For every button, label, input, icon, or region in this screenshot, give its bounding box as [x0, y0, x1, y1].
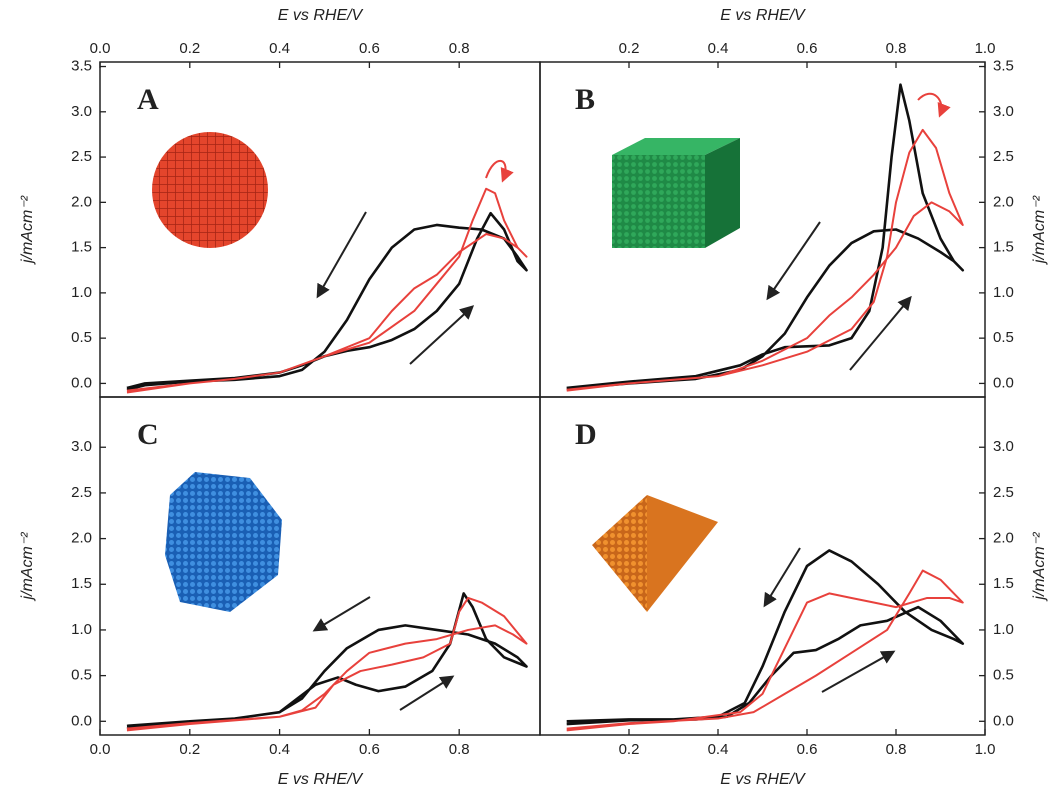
y-tick-label: 0.0	[71, 374, 92, 391]
x-tick-label: 0.4	[708, 741, 729, 758]
y-tick-label: 2.5	[71, 148, 92, 165]
x-tick-label: 0.4	[269, 40, 290, 57]
cv-curve	[126, 596, 528, 732]
x-axis-label: E vs RHE/V	[278, 7, 364, 24]
x-tick-label: 0.4	[708, 40, 729, 57]
x-tick-label: 0.2	[179, 40, 200, 57]
y-tick-label: 1.0	[71, 621, 92, 638]
y-axis-label: j/mAcm⁻²	[1031, 532, 1048, 602]
sphere-particle	[152, 132, 268, 248]
x-axis-label: E vs RHE/V	[278, 771, 364, 788]
y-tick-label: 1.0	[993, 621, 1014, 638]
y-tick-label: 0.5	[71, 667, 92, 684]
y-tick-label: 0.5	[993, 667, 1014, 684]
y-tick-label: 2.0	[993, 530, 1014, 547]
y-tick-label: 2.0	[993, 193, 1014, 210]
x-tick-label: 0.2	[179, 741, 200, 758]
panel-label: C	[137, 418, 159, 451]
y-tick-label: 2.0	[71, 193, 92, 210]
cv-curve	[566, 128, 964, 392]
x-tick-label: 0.8	[886, 40, 907, 57]
y-axis-label: j/mAcm⁻²	[19, 195, 36, 265]
y-tick-label: 2.5	[993, 148, 1014, 165]
panel: 0.0 0.5 1.0 1.5 2.0 2.5 3.0 3.5 0.2 0.4 0.6 0.8 1.0 B…	[539, 7, 1048, 398]
cv-curve	[566, 83, 965, 391]
cv-curve	[566, 549, 965, 726]
cube-particle	[612, 138, 740, 248]
y-axis-label: j/mAcm⁻²	[1031, 195, 1048, 265]
x-tick-label: 0.4	[269, 741, 290, 758]
y-tick-label: 3.0	[993, 438, 1014, 455]
panel-label: A	[137, 83, 159, 116]
panel: 0.00.51.01.52.02.53.03.50.0 0.2 0.4 0.6 0.8A…	[19, 7, 541, 398]
y-tick-label: 1.0	[993, 284, 1014, 301]
x-tick-label: 1.0	[975, 741, 996, 758]
x-tick-label: 0.6	[359, 741, 380, 758]
y-tick-label: 0.0	[993, 712, 1014, 729]
y-tick-label: 2.5	[71, 484, 92, 501]
x-tick-label: 0.2	[619, 40, 640, 57]
panel-label: B	[575, 83, 595, 116]
x-tick-label: 0.6	[797, 741, 818, 758]
panel: 0.0 0.5 1.0 1.5 2.0 2.5 3.0 0.2 0.4 0.6 0.8 1.0 D E v…	[539, 396, 1048, 788]
x-tick-label: 0.2	[619, 741, 640, 758]
panel-frame	[539, 61, 986, 398]
x-tick-label: 0.8	[449, 40, 470, 57]
y-tick-label: 3.5	[71, 57, 92, 74]
nanoparticles	[152, 132, 740, 612]
x-tick-label: 0.0	[90, 40, 111, 57]
x-tick-label: 0.6	[797, 40, 818, 57]
y-tick-label: 3.0	[993, 103, 1014, 120]
x-tick-label: 0.8	[886, 741, 907, 758]
y-tick-label: 1.5	[71, 575, 92, 592]
y-tick-label: 0.0	[993, 374, 1014, 391]
x-axis-label: E vs RHE/V	[720, 7, 806, 24]
cv-curve	[126, 592, 528, 730]
y-tick-label: 0.5	[71, 329, 92, 346]
y-tick-label: 2.0	[71, 530, 92, 547]
y-tick-label: 1.5	[71, 239, 92, 256]
scan-arrows	[312, 92, 951, 711]
y-tick-label: 1.5	[993, 239, 1014, 256]
x-axis-label: E vs RHE/V	[720, 771, 806, 788]
y-tick-label: 1.5	[993, 575, 1014, 592]
y-tick-label: 3.5	[993, 57, 1014, 74]
x-tick-label: 0.8	[449, 741, 470, 758]
y-tick-label: 3.0	[71, 438, 92, 455]
cv-curve	[126, 187, 528, 394]
cv-curve	[566, 569, 964, 732]
y-tick-label: 2.5	[993, 484, 1014, 501]
truncated-octahedron-particle	[165, 472, 282, 612]
x-tick-label: 1.0	[975, 40, 996, 57]
panel: 0.0 0.5 1.0 1.5 2.0 2.5 3.0 0.0 0.2 0.4 0.6 0.8 C E v…	[19, 396, 541, 788]
x-tick-label: 0.0	[90, 741, 111, 758]
y-tick-label: 0.0	[71, 712, 92, 729]
y-tick-label: 0.5	[993, 329, 1014, 346]
y-axis-label: j/mAcm⁻²	[19, 532, 36, 602]
octahedron-particle	[592, 495, 718, 612]
y-tick-label: 3.0	[71, 103, 92, 120]
x-tick-label: 0.6	[359, 40, 380, 57]
y-tick-label: 1.0	[71, 284, 92, 301]
panel-label: D	[575, 418, 597, 451]
panel-frame	[539, 396, 986, 736]
